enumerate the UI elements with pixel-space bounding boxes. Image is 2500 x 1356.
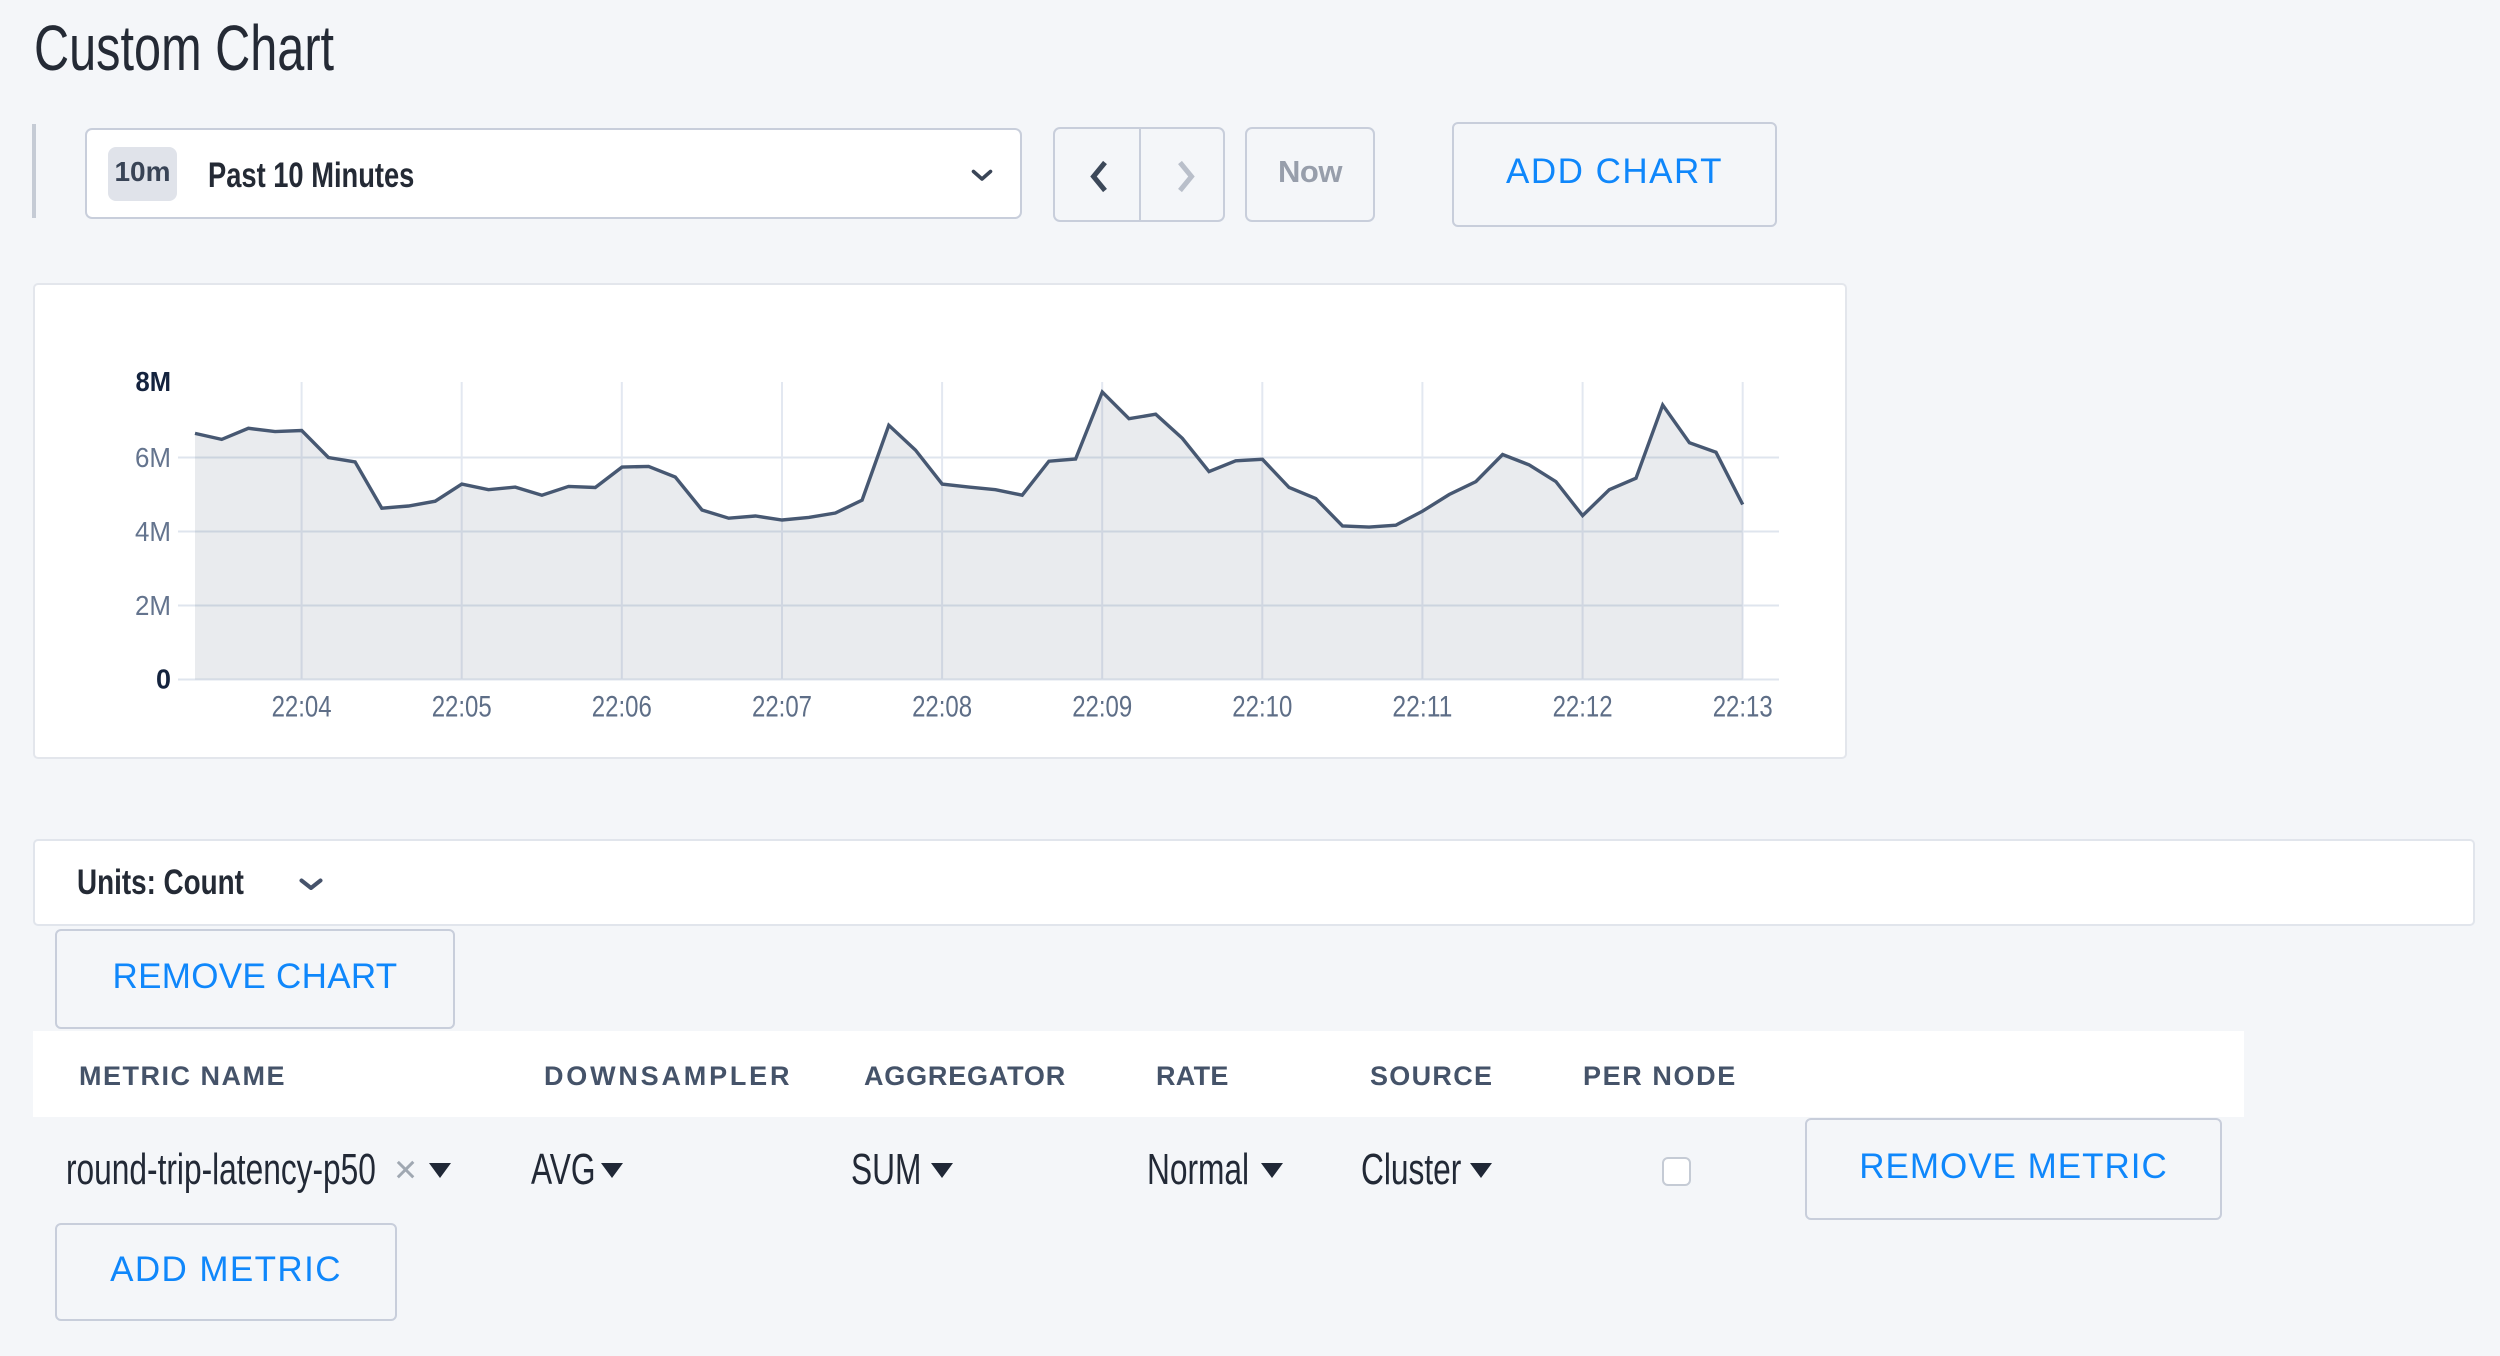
- svg-text:22:09: 22:09: [1072, 691, 1132, 724]
- svg-text:22:12: 22:12: [1553, 691, 1613, 724]
- svg-text:22:08: 22:08: [912, 691, 972, 724]
- svg-text:22:04: 22:04: [272, 691, 332, 724]
- svg-text:22:05: 22:05: [432, 691, 492, 724]
- svg-text:6M: 6M: [135, 442, 171, 473]
- svg-text:8M: 8M: [136, 366, 172, 397]
- svg-text:2M: 2M: [135, 590, 171, 621]
- svg-text:22:10: 22:10: [1232, 691, 1292, 724]
- svg-text:22:07: 22:07: [752, 691, 812, 724]
- svg-text:4M: 4M: [135, 516, 171, 547]
- svg-text:22:06: 22:06: [592, 691, 652, 724]
- svg-text:22:11: 22:11: [1392, 691, 1452, 724]
- svg-text:22:13: 22:13: [1713, 691, 1773, 724]
- svg-text:0: 0: [156, 664, 171, 695]
